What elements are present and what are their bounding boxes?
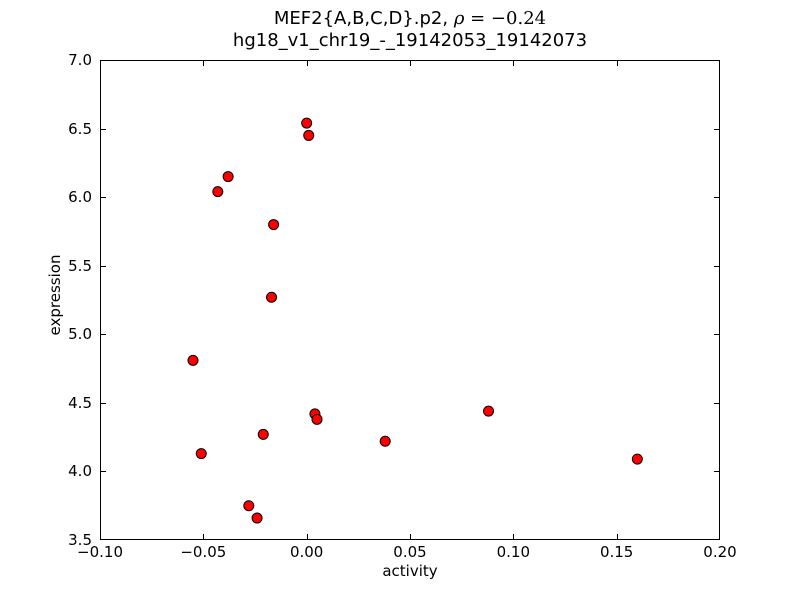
rho-value: = −0.24 — [464, 8, 547, 29]
scatter-plot — [100, 60, 720, 540]
chart-title-name: MEF2{A,B,C,D}.p2, — [273, 8, 454, 29]
chart-title-line2: hg18_v1_chr19_-_19142053_19142073 — [232, 30, 588, 51]
plot-area — [100, 60, 720, 540]
x-tick-label: 0.10 — [496, 543, 531, 561]
x-tick-label: 0.20 — [703, 543, 737, 561]
x-tick-label: 0.05 — [393, 543, 427, 561]
x-axis-label: activity — [382, 562, 438, 580]
data-point — [243, 500, 255, 512]
data-point — [301, 117, 313, 129]
x-tick-label: 0.15 — [599, 543, 634, 561]
data-point — [311, 413, 323, 425]
x-tick-label: −0.05 — [180, 543, 227, 561]
data-point — [631, 453, 643, 465]
data-point — [212, 186, 224, 198]
chart-title-line1: MEF2{A,B,C,D}.p2, ρ = −0.24 — [100, 8, 720, 30]
y-tick-label: 4.5 — [68, 393, 92, 412]
data-point — [187, 354, 199, 366]
y-tick-label: 5.0 — [68, 325, 92, 344]
data-point — [483, 405, 495, 417]
y-tick-label: 6.5 — [68, 119, 92, 138]
x-tick-label: 0.00 — [289, 543, 324, 561]
y-tick-label: 4.0 — [68, 462, 92, 481]
data-point — [266, 291, 278, 303]
plot-frame — [100, 60, 720, 540]
data-point — [257, 428, 269, 440]
y-tick-label: 3.5 — [68, 531, 92, 549]
y-tick-label: 5.5 — [68, 256, 92, 275]
data-point — [303, 129, 315, 141]
chart-title: MEF2{A,B,C,D}.p2, ρ = −0.24 hg18_v1_chr1… — [100, 8, 720, 52]
rho-symbol: ρ — [453, 8, 465, 29]
data-point — [268, 219, 280, 231]
data-point — [379, 435, 391, 447]
data-point — [251, 512, 263, 524]
data-point — [222, 171, 234, 183]
x-tick-label: −0.10 — [77, 543, 123, 561]
y-tick-label: 7.0 — [68, 51, 92, 69]
data-point — [195, 448, 207, 460]
y-tick-label: 6.0 — [68, 188, 92, 207]
